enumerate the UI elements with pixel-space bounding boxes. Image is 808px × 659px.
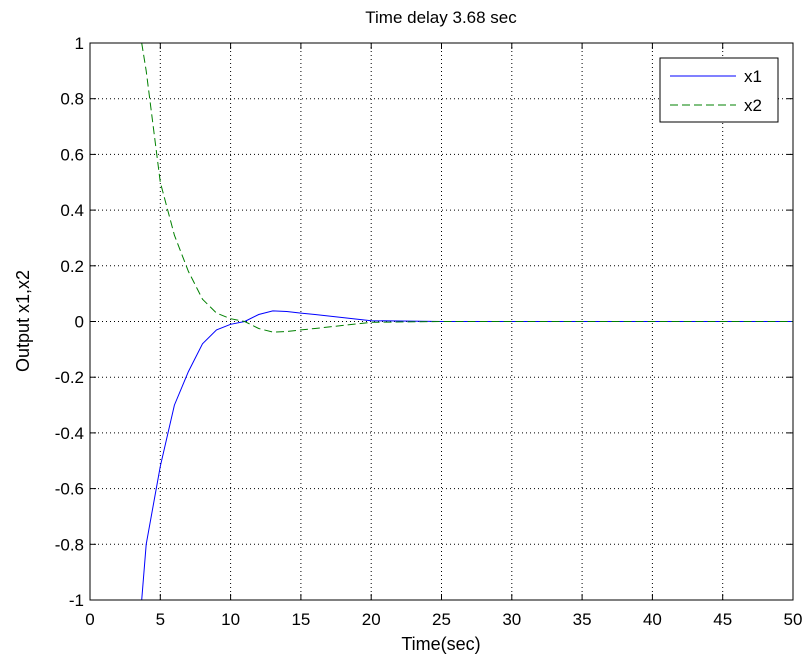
legend-label-x2: x2	[744, 96, 762, 115]
x-tick-label: 30	[502, 610, 521, 629]
y-tick-label: 0.8	[60, 90, 84, 109]
x-tick-label: 50	[784, 610, 803, 629]
x-tick-label: 15	[291, 610, 310, 629]
y-tick-label: 0.2	[60, 257, 84, 276]
legend: x1 x2	[659, 57, 779, 123]
y-tick-label: -0.2	[55, 368, 84, 387]
y-tick-label: 0	[75, 313, 84, 332]
x-tick-label: 5	[156, 610, 165, 629]
legend-label-x1: x1	[744, 67, 762, 86]
grid-lines	[90, 43, 793, 600]
x-tick-label: 0	[85, 610, 94, 629]
x-tick-label: 20	[362, 610, 381, 629]
x-axis-ticks: 0 5 10 15 20 25 30 35 40 45 50	[85, 43, 802, 629]
y-tick-label: -1	[69, 591, 84, 610]
series-line-x2	[141, 42, 793, 333]
plot-frame	[89, 42, 794, 601]
legend-box	[659, 57, 779, 123]
y-tick-label: 1	[75, 34, 84, 53]
x-tick-label: 35	[573, 610, 592, 629]
series-lines	[141, 42, 793, 601]
y-axis-ticks: -1 -0.8 -0.6 -0.4 -0.2 0 0.2 0.4 0.6 0.8 1	[55, 34, 793, 610]
x-tick-label: 40	[643, 610, 662, 629]
y-tick-label: -0.6	[55, 480, 84, 499]
y-tick-label: -0.8	[55, 535, 84, 554]
x-axis-label: Time(sec)	[401, 634, 480, 654]
y-axis-label: Output x1,x2	[13, 270, 33, 372]
series-line-x1	[141, 310, 793, 601]
x-tick-label: 25	[432, 610, 451, 629]
y-tick-label: -0.4	[55, 424, 84, 443]
y-tick-label: 0.4	[60, 201, 84, 220]
x-tick-label: 10	[221, 610, 240, 629]
y-tick-label: 0.6	[60, 145, 84, 164]
chart-title: Time delay 3.68 sec	[365, 8, 517, 27]
x-tick-label: 45	[713, 610, 732, 629]
